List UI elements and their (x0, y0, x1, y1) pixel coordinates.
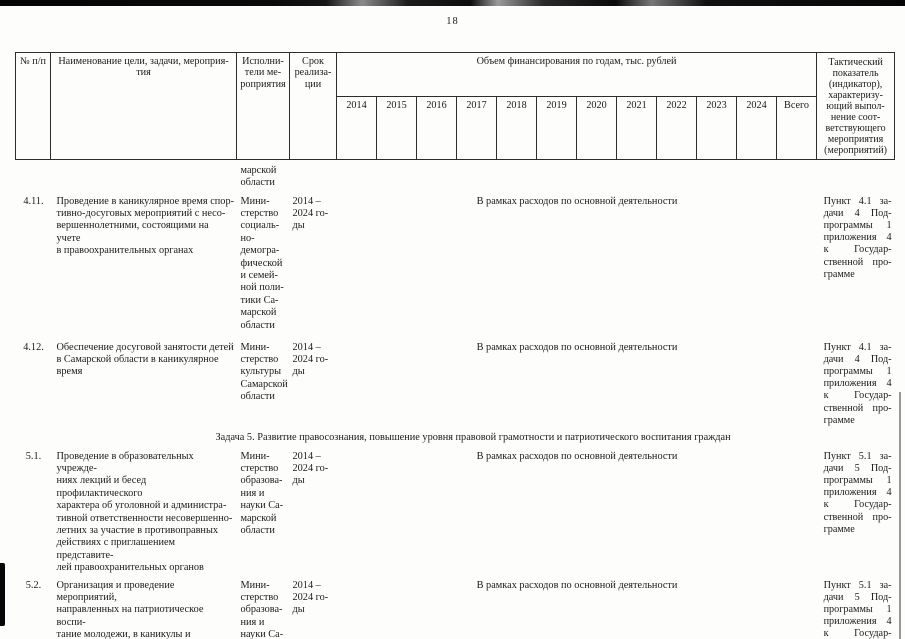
row-financing: В рамках расходов по основной деятельнос… (476, 195, 678, 207)
header-executors: Исполни- тели ме- роприятия (236, 52, 290, 160)
table-body: марской области 4.11. Проведение в каник… (16, 160, 895, 639)
header-year-2019: 2019 (536, 96, 577, 160)
row-name: Проведение в каникулярное время спор- ти… (56, 195, 235, 257)
row-indicator: Пункт 5.1 за- дачи 5 Под- программы 1 пр… (823, 579, 892, 639)
row-name: Проведение в образовательных учрежде- ни… (56, 450, 233, 574)
header-year-2014: 2014 (336, 96, 377, 160)
scan-artifact-top-bar (0, 0, 905, 6)
header-year-2015: 2015 (376, 96, 417, 160)
row-executor: Мини- стерство образова- ния и науки Са-… (240, 579, 284, 639)
table-header: № п/п Наименование цели, задачи, меропри… (15, 52, 896, 160)
row-term: 2014 – 2024 го- ды (292, 450, 329, 487)
header-year-2016: 2016 (416, 96, 457, 160)
table-row-task-5-header: Задача 5. Развитие правосознания, повыше… (16, 429, 895, 446)
row-name: Обеспечение досуговой занятости детей в … (56, 341, 234, 378)
header-term: Срок реализа- ции (289, 52, 337, 160)
row-financing: В рамках расходов по основной деятельнос… (476, 341, 678, 353)
header-year-2024: 2024 (736, 96, 777, 160)
header-year-2018: 2018 (496, 96, 537, 160)
row-name: Организация и проведение мероприятий, на… (56, 579, 204, 639)
financing-table: № п/п Наименование цели, задачи, меропри… (15, 52, 896, 639)
row-num: 5.2. (25, 579, 42, 591)
row-num: 4.11. (23, 195, 44, 207)
table-row-continuation: марской области (16, 160, 895, 191)
header-year-2017: 2017 (456, 96, 497, 160)
scan-artifact-page-edge (899, 392, 901, 639)
task-5-label: Задача 5. Развитие правосознания, повыше… (215, 431, 731, 443)
row-num: 4.12. (23, 341, 44, 353)
table-row-4-11: 4.11. Проведение в каникулярное время сп… (16, 191, 895, 337)
table-row-5-1: 5.1. Проведение в образовательных учрежд… (16, 446, 895, 575)
row-executor: Мини- стерство образова- ния и науки Са-… (240, 450, 284, 536)
row-indicator: Пункт 4.1 за- дачи 4 Под- программы 1 пр… (823, 341, 892, 426)
header-name: Наименование цели, задачи, мероприя- тия (50, 52, 237, 160)
executor-fragment: марской области (240, 165, 277, 189)
row-indicator: Пункт 5.1 за- дачи 5 Под- программы 1 пр… (823, 450, 892, 535)
header-year-2022: 2022 (656, 96, 697, 160)
row-term: 2014 – 2024 го- ды (292, 341, 329, 378)
table-row-5-2: 5.2. Организация и проведение мероприяти… (16, 575, 895, 639)
header-year-2021: 2021 (616, 96, 657, 160)
page-number: 18 (446, 16, 459, 27)
row-financing: В рамках расходов по основной деятельнос… (476, 579, 678, 591)
row-term: 2014 – 2024 го- ды (292, 579, 329, 616)
row-executor: Мини- стерство культуры Самарской област… (240, 341, 288, 403)
header-total: Всего (775, 96, 818, 160)
row-executor: Мини- стерство социаль- но- демогра- фич… (240, 195, 284, 331)
header-indicator: Тактический показатель (индикатор), хара… (816, 52, 896, 160)
header-year-2020: 2020 (576, 96, 617, 160)
row-term: 2014 – 2024 го- ды (292, 195, 329, 232)
table-row-4-12: 4.12. Обеспечение досуговой занятости де… (16, 337, 895, 429)
row-num: 5.1. (25, 450, 42, 462)
header-year-2023: 2023 (696, 96, 737, 160)
header-financing-group: Объем финансирования по годам, тыс. рубл… (335, 52, 818, 97)
header-num: № п/п (15, 52, 51, 160)
row-financing: В рамках расходов по основной деятельнос… (476, 450, 678, 462)
row-indicator: Пункт 4.1 за- дачи 4 Под- программы 1 пр… (823, 195, 892, 280)
scan-artifact-left-mark (0, 563, 5, 626)
